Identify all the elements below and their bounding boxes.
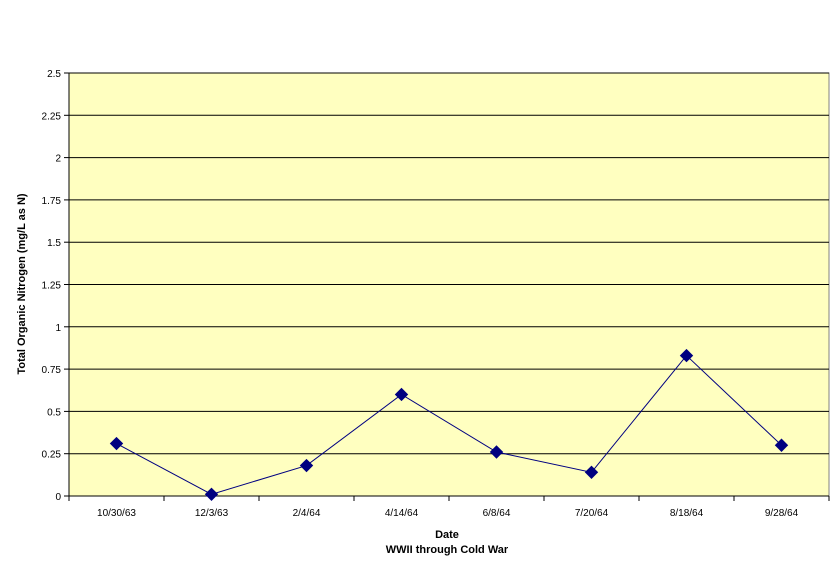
y-tick-label: 0.25 [42,450,62,461]
x-tick-label: 2/4/64 [293,508,321,519]
x-tick-label: 8/18/64 [670,508,704,519]
y-tick-label: 1 [55,323,61,334]
data-point-marker [109,436,124,451]
x-tick-label: 6/8/64 [483,508,511,519]
x-axis-title: Date [435,529,459,541]
y-tick-label: 0.5 [47,407,61,418]
x-axis-subtitle: WWII through Cold War [386,544,509,556]
data-point-marker [204,487,219,502]
data-point-marker [679,348,694,363]
y-axis-title: Total Organic Nitrogen (mg/L as N) [16,193,28,374]
data-point-marker [584,465,599,480]
y-tick-label: 1.5 [47,238,61,249]
y-tick-label: 0.75 [42,365,62,376]
y-tick-label: 0 [55,492,61,503]
y-tick-label: 1.75 [42,196,62,207]
y-tick-label: 2 [55,154,61,165]
data-point-marker [299,458,314,473]
y-tick-label: 2.5 [47,69,61,80]
series-line [116,354,782,495]
x-tick-label: 9/28/64 [765,508,799,519]
data-point-marker [394,387,409,402]
y-tick-label: 2.25 [42,111,62,122]
y-tick-label: 1.25 [42,281,62,292]
x-tick-label: 10/30/63 [97,508,136,519]
x-tick-label: 12/3/63 [195,508,229,519]
x-tick-label: 7/20/64 [575,508,609,519]
data-point-marker [774,438,789,452]
data-point-marker [489,445,504,459]
x-tick-label: 4/14/64 [385,508,419,519]
